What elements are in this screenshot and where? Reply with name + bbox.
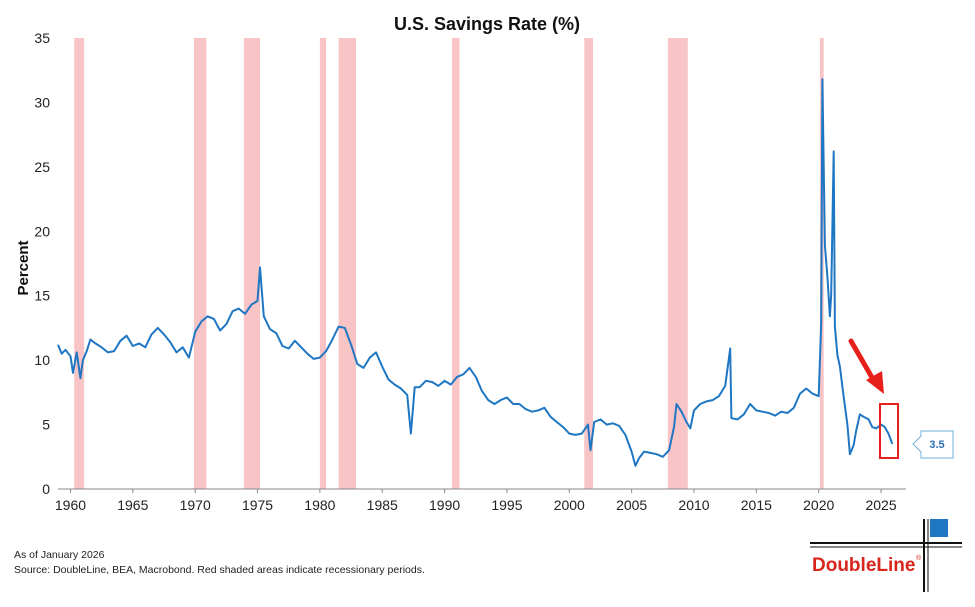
x-tick-label: 1990 (429, 497, 460, 513)
doubleline-logo: DoubleLine ® (810, 519, 962, 592)
x-tick-label: 1965 (117, 497, 148, 513)
latest-value-label: 3.5 (929, 439, 944, 451)
y-tick-label: 35 (34, 30, 50, 46)
x-tick-label: 2005 (616, 497, 647, 513)
y-tick-label: 20 (34, 223, 50, 239)
recession-band (584, 38, 593, 489)
x-tick-label: 2020 (803, 497, 834, 513)
recession-band (667, 38, 688, 489)
red-arrow (848, 338, 884, 394)
latest-highlight-box (879, 403, 899, 459)
x-tick-label: 2000 (554, 497, 585, 513)
recession-band (338, 38, 357, 489)
recession-bands (74, 38, 824, 489)
x-tick-label: 2015 (741, 497, 772, 513)
x-tick-label: 1960 (55, 497, 86, 513)
recession-band (452, 38, 460, 489)
x-tick-label: 1985 (367, 497, 398, 513)
y-axis-label: Percent (15, 240, 32, 295)
logo-blue-square (930, 519, 948, 537)
savings-rate-line (57, 78, 894, 467)
y-tick-label: 15 (34, 288, 50, 304)
x-tick-label: 1995 (491, 497, 522, 513)
chart-title: U.S. Savings Rate (%) (394, 14, 580, 34)
latest-value-callout: 3.5 (912, 430, 954, 459)
source-note: Source: DoubleLine, BEA, Macrobond. Red … (14, 564, 425, 576)
callout-box (912, 430, 954, 459)
y-tick-label: 10 (34, 352, 50, 368)
logo-text: DoubleLine (812, 555, 915, 576)
x-axis-ticks: 1960 1965 1970 1975 1980 1985 1990 1995 2000 2005… (55, 489, 897, 513)
recession-band (319, 38, 327, 489)
logo-registered-mark: ® (916, 554, 922, 562)
x-tick-label: 2010 (678, 497, 709, 513)
recession-band (74, 38, 85, 489)
x-tick-label: 1975 (242, 497, 273, 513)
y-tick-label: 0 (42, 481, 50, 497)
y-tick-label: 30 (34, 94, 50, 110)
x-tick-label: 2025 (865, 497, 896, 513)
y-axis-ticks: 0 5 10 15 20 25 30 35 (34, 30, 50, 497)
recession-band (243, 38, 261, 489)
y-tick-label: 25 (34, 159, 50, 175)
as-of-date: As of January 2026 (14, 549, 105, 561)
y-tick-label: 5 (42, 417, 50, 433)
recession-band (193, 38, 207, 489)
x-tick-label: 1970 (180, 497, 211, 513)
x-tick-label: 1980 (304, 497, 335, 513)
